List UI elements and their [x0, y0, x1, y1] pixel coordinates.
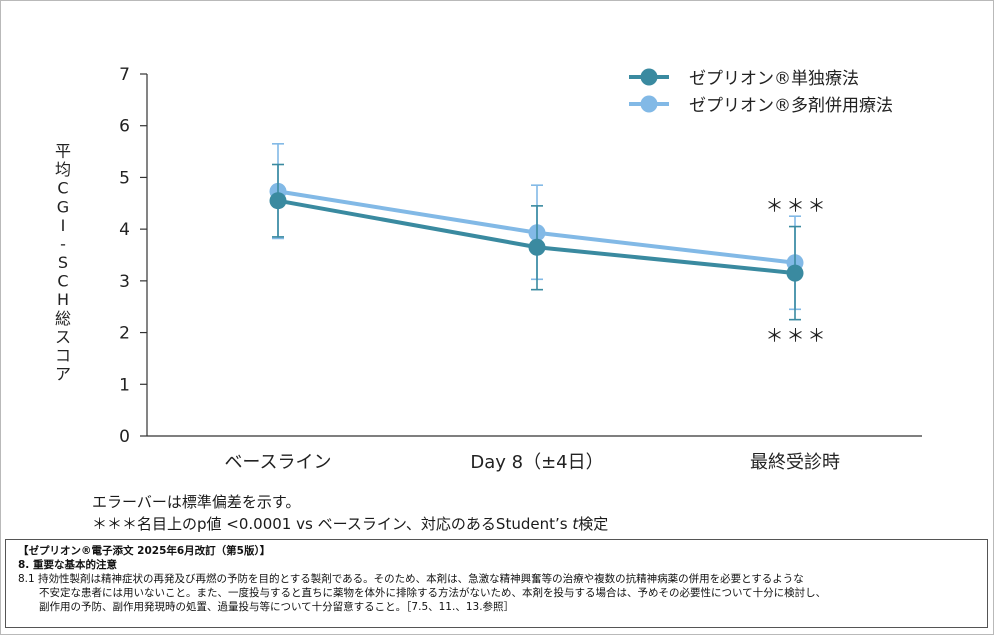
y-tick-label: 6 [119, 117, 130, 137]
y-axis-label-char: コ [55, 346, 71, 365]
y-axis-label-char: G [57, 197, 69, 216]
y-tick-label: 4 [119, 220, 130, 240]
legend-label: ゼプリオン®多剤併用療法 [689, 96, 893, 116]
y-axis-label-char: C [57, 179, 68, 198]
y-tick-label: 3 [119, 272, 130, 292]
y-tick-label: 1 [119, 375, 130, 395]
error-bar-note: エラーバーは標準偏差を示す。 [92, 491, 300, 512]
y-axis-label-char: ス [55, 327, 71, 346]
important-notice-heading: 8. 重要な基本的注意 [18, 559, 117, 571]
significance-mark-bottom: ＊＊＊ [766, 326, 829, 347]
package-insert-box: 【ゼプリオン®電子添文 2025年6月改訂（第5版）】 8. 重要な基本的注意 … [5, 539, 988, 628]
y-tick-label: 2 [119, 324, 130, 344]
y-axis-label-char: C [57, 272, 68, 291]
x-tick-label: Day 8（±4日） [470, 452, 603, 473]
y-axis-label-char: - [60, 234, 66, 253]
y-axis-label-char: 平 [55, 142, 71, 161]
y-axis-label-char: 総 [55, 309, 71, 328]
y-axis-label-char: I [61, 216, 66, 235]
error-bar-note-text: エラーバーは標準偏差を示す。 [92, 493, 301, 511]
significance-note: ＊＊＊名目上のp値 <0.0001 vs ベースライン、対応のあるStudent… [92, 513, 608, 534]
y-tick-label: 0 [119, 427, 130, 447]
package-insert-header: 【ゼプリオン®電子添文 2025年6月改訂（第5版）】 [18, 545, 271, 557]
data-point [269, 192, 287, 210]
data-point [786, 264, 804, 282]
legend-label: ゼプリオン®単独療法 [689, 69, 859, 89]
legend-swatch-marker [640, 68, 658, 86]
notice-line-1: 8.1 持効性製剤は精神症状の再発及び再燃の予防を目的とする製剤である。そのため… [18, 573, 804, 585]
significance-mark-top: ＊＊＊ [766, 196, 829, 217]
significance-note-prefix: ＊＊＊名目上のp値 <0.0001 vs ベースライン、対応のあるStudent… [92, 515, 573, 533]
significance-note-suffix: 検定 [578, 515, 609, 533]
y-axis-label-char: S [58, 253, 68, 272]
notice-line-2: 不安定な患者には用いないこと。また、一度投与すると直ちに薬物を体外に排除する方法… [39, 587, 827, 599]
y-tick-label: 5 [119, 168, 130, 188]
x-tick-label: ベースライン [224, 452, 331, 473]
data-point [528, 238, 546, 256]
y-tick-label: 7 [119, 65, 130, 85]
y-axis-label-char: H [57, 290, 69, 309]
y-axis-label-char: ア [55, 365, 71, 384]
x-tick-label: 最終受診時 [750, 452, 840, 473]
significance-note-t: t [572, 515, 579, 533]
notice-line-3: 副作用の予防、副作用発現時の処置、過量投与等について十分留意すること。［7.5、… [39, 601, 515, 613]
y-axis-label-char: 均 [55, 160, 71, 179]
legend-swatch-marker [640, 95, 658, 113]
